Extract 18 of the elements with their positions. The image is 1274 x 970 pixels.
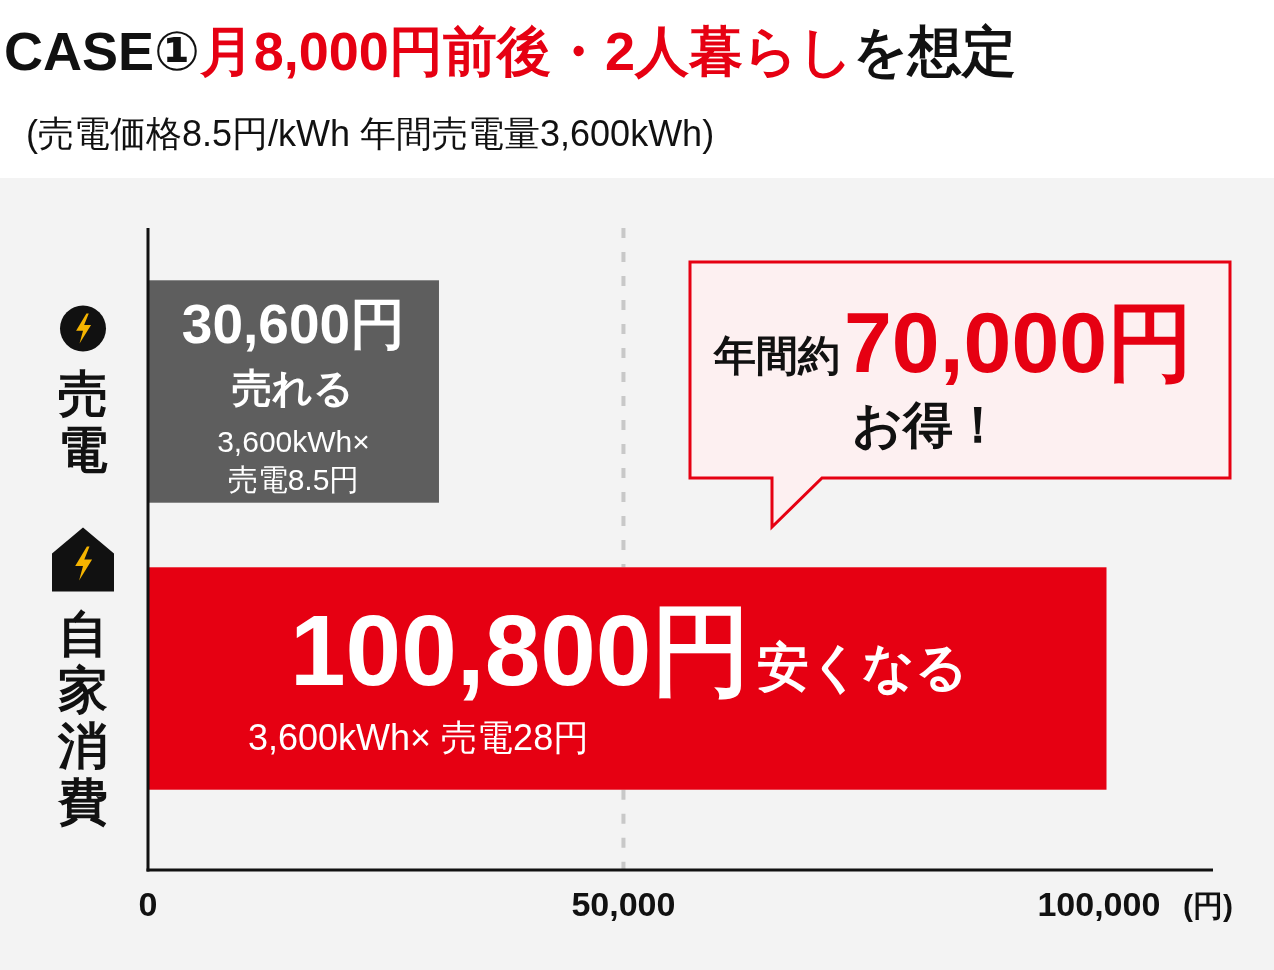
x-tick-label: 100,000 [1037, 885, 1161, 923]
annotation: お得！ [852, 397, 1003, 453]
data-label: 30,600円 [181, 293, 406, 356]
annotation: 3,600kWh× 売電28円 [248, 717, 590, 759]
annotation: 年間約 [713, 332, 840, 379]
chart-subtitle: (売電価格8.5円/kWh 年間売電量3,600kWh) [26, 113, 715, 154]
annotation: 3,600kWh× [217, 425, 370, 459]
annotation: 売れる [232, 366, 355, 411]
chart-title: CASE①月8,000円前後・2人暮らしを想定 [4, 21, 1016, 81]
annotation: 売電8.5円 [227, 463, 360, 497]
x-tick-label: 50,000 [571, 885, 676, 923]
y-tick-label: 自家消費 [57, 605, 108, 830]
x-tick-label: 0 [138, 885, 158, 923]
y-tick-label: 売電 [58, 365, 108, 478]
annotation: 70,000円 [844, 294, 1194, 390]
data-label: 100,800円 [290, 594, 752, 707]
x-axis-title: (円) [1183, 889, 1233, 922]
annotation: 安くなる [757, 638, 969, 697]
